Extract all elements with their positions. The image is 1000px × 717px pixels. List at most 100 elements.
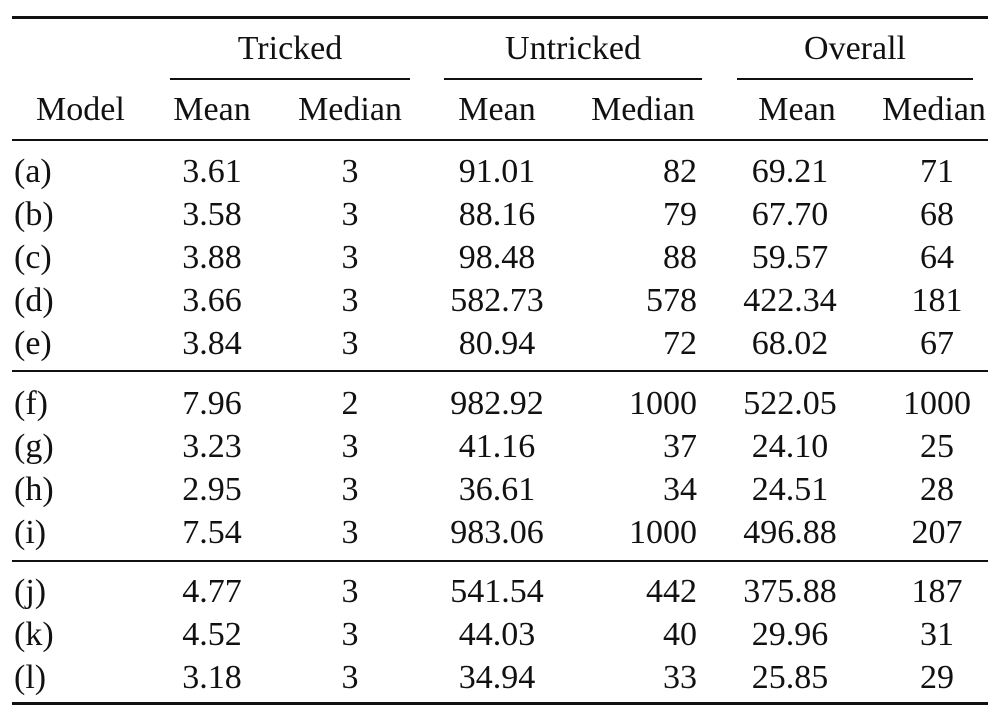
cell-tricked-mean: 3.23 xyxy=(182,428,242,465)
cell-overall-median: 64 xyxy=(920,239,954,276)
cell-overall-median: 1000 xyxy=(903,385,971,422)
column-header-overall-median: Median xyxy=(882,91,986,128)
cell-tricked-median: 3 xyxy=(341,616,359,653)
cell-overall-mean: 24.10 xyxy=(751,428,829,465)
cell-tricked-mean: 3.61 xyxy=(182,153,242,190)
cell-overall-median: 68 xyxy=(920,196,954,233)
column-header-tricked-median: Median xyxy=(298,91,402,128)
cell-model: (l) xyxy=(14,659,47,696)
cell-untricked-median: 578 xyxy=(646,282,697,319)
cell-untricked-median: 37 xyxy=(663,428,697,465)
cell-tricked-median: 3 xyxy=(341,573,359,610)
cell-overall-mean: 422.34 xyxy=(743,282,837,319)
cell-untricked-median: 1000 xyxy=(629,514,697,551)
cell-tricked-mean: 2.95 xyxy=(182,471,242,508)
cell-overall-median: 29 xyxy=(920,659,954,696)
cell-model: (d) xyxy=(14,282,54,319)
cell-overall-median: 71 xyxy=(920,153,954,190)
cell-tricked-median: 3 xyxy=(341,428,359,465)
group-header-tricked: Tricked xyxy=(237,30,343,67)
cell-tricked-median: 3 xyxy=(341,282,359,319)
cell-tricked-mean: 4.52 xyxy=(182,616,242,653)
cell-untricked-mean: 982.92 xyxy=(450,385,544,422)
cell-overall-median: 28 xyxy=(920,471,954,508)
cell-untricked-mean: 44.03 xyxy=(458,616,536,653)
section-rule-1 xyxy=(12,370,988,372)
cell-untricked-mean: 88.16 xyxy=(458,196,536,233)
cell-model: (e) xyxy=(14,325,52,362)
column-header-model: Model xyxy=(36,91,125,128)
group-header-overall: Overall xyxy=(804,30,906,67)
cell-untricked-median: 82 xyxy=(663,153,697,190)
cell-model: (i) xyxy=(14,514,47,551)
cell-model: (c) xyxy=(14,239,52,276)
cell-tricked-median: 3 xyxy=(341,239,359,276)
cell-untricked-median: 1000 xyxy=(629,385,697,422)
group-header-untricked: Untricked xyxy=(505,30,641,67)
cell-untricked-mean: 983.06 xyxy=(450,514,544,551)
cell-tricked-median: 3 xyxy=(341,471,359,508)
cell-tricked-median: 3 xyxy=(341,196,359,233)
cell-tricked-mean: 3.88 xyxy=(182,239,242,276)
cell-overall-mean: 375.88 xyxy=(743,573,837,610)
cell-overall-mean: 24.51 xyxy=(751,471,829,508)
column-header-untricked-mean: Mean xyxy=(458,91,536,128)
cell-model: (h) xyxy=(14,471,54,508)
cell-overall-mean: 29.96 xyxy=(751,616,829,653)
cell-untricked-median: 34 xyxy=(663,471,697,508)
cell-tricked-mean: 7.96 xyxy=(182,385,242,422)
cell-overall-mean: 496.88 xyxy=(743,514,837,551)
cell-untricked-mean: 36.61 xyxy=(458,471,536,508)
cell-tricked-median: 3 xyxy=(341,514,359,551)
cell-overall-mean: 522.05 xyxy=(743,385,837,422)
cell-tricked-mean: 3.58 xyxy=(182,196,242,233)
cell-overall-median: 181 xyxy=(911,282,963,319)
cell-untricked-median: 72 xyxy=(663,325,697,362)
cell-untricked-median: 442 xyxy=(646,573,697,610)
cell-overall-mean: 59.57 xyxy=(751,239,829,276)
cell-untricked-mean: 34.94 xyxy=(458,659,536,696)
cell-model: (a) xyxy=(14,153,52,190)
cell-model: (j) xyxy=(14,573,47,610)
untricked-group-rule xyxy=(444,78,702,80)
cell-overall-median: 67 xyxy=(920,325,954,362)
cell-model: (b) xyxy=(14,196,54,233)
cell-untricked-mean: 541.54 xyxy=(450,573,544,610)
cell-untricked-mean: 91.01 xyxy=(458,153,536,190)
cell-model: (f) xyxy=(14,385,48,422)
cell-tricked-mean: 7.54 xyxy=(182,514,242,551)
cell-overall-mean: 67.70 xyxy=(751,196,829,233)
cell-model: (g) xyxy=(14,428,54,465)
cell-tricked-mean: 3.18 xyxy=(182,659,242,696)
table-top-rule xyxy=(12,16,988,19)
cell-overall-median: 207 xyxy=(911,514,963,551)
cell-untricked-mean: 41.16 xyxy=(458,428,536,465)
column-header-tricked-mean: Mean xyxy=(173,91,251,128)
column-header-overall-mean: Mean xyxy=(758,91,836,128)
cell-untricked-median: 40 xyxy=(663,616,697,653)
overall-group-rule xyxy=(737,78,973,80)
cell-tricked-mean: 3.66 xyxy=(182,282,242,319)
cell-tricked-median: 2 xyxy=(341,385,359,422)
cell-overall-mean: 25.85 xyxy=(751,659,829,696)
cell-untricked-mean: 582.73 xyxy=(450,282,544,319)
cell-tricked-mean: 3.84 xyxy=(182,325,242,362)
cell-untricked-median: 79 xyxy=(663,196,697,233)
tricked-group-rule xyxy=(170,78,410,80)
cell-tricked-median: 3 xyxy=(341,153,359,190)
header-bottom-rule xyxy=(12,139,988,141)
cell-untricked-median: 33 xyxy=(663,659,697,696)
cell-tricked-mean: 4.77 xyxy=(182,573,242,610)
cell-overall-mean: 68.02 xyxy=(751,325,829,362)
column-header-untricked-median: Median xyxy=(591,91,695,128)
cell-untricked-mean: 98.48 xyxy=(458,239,536,276)
cell-overall-median: 25 xyxy=(920,428,954,465)
cell-overall-median: 31 xyxy=(920,616,954,653)
cell-tricked-median: 3 xyxy=(341,659,359,696)
cell-untricked-mean: 80.94 xyxy=(458,325,536,362)
table-bottom-rule xyxy=(12,702,988,705)
cell-overall-mean: 69.21 xyxy=(751,153,829,190)
section-rule-2 xyxy=(12,560,988,562)
cell-tricked-median: 3 xyxy=(341,325,359,362)
cell-overall-median: 187 xyxy=(911,573,963,610)
